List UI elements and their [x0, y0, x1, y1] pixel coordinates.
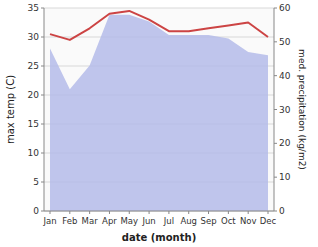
y2-tick-label: 50 [279, 37, 291, 47]
y-tick [41, 37, 44, 38]
x-axis-label: date (month) [122, 232, 196, 243]
y2-tick [274, 109, 277, 110]
x-tick-label: Feb [62, 216, 77, 226]
y2-tick-label: 0 [279, 206, 285, 216]
chart: 0 5 10 15 20 25 30 35 0 10 20 30 40 50 60 Jan Feb MarAprM… [0, 0, 318, 247]
x-tick [188, 211, 189, 214]
x-tick-label: Aug [180, 216, 197, 226]
y2-tick-label: 40 [279, 71, 291, 81]
area [50, 15, 268, 211]
y-tick-label: 5 [33, 177, 39, 187]
y-tick [41, 153, 44, 154]
x-tick [129, 211, 130, 214]
x-tick-label: Sep [201, 216, 217, 226]
y2-tick [274, 143, 277, 144]
x-tick [268, 211, 269, 214]
y2-tick-label: 60 [279, 3, 291, 13]
y-tick [41, 124, 44, 125]
x-tick-label: Nov [240, 216, 257, 226]
y-axis-label: max temp (C) [5, 75, 16, 144]
grid-line [44, 211, 274, 212]
y-tick [41, 211, 44, 212]
y-tick [41, 8, 44, 9]
line [50, 11, 268, 40]
y2-tick [274, 75, 277, 76]
x-tick [228, 211, 229, 214]
x-tick [248, 211, 249, 214]
x-tick [69, 211, 70, 214]
x-tick-label: May [120, 216, 138, 226]
y-tick-label: 20 [28, 90, 40, 100]
grid-line [44, 8, 274, 9]
x-tick-label: Jul [163, 216, 174, 226]
y-tick [41, 182, 44, 183]
x-tick-label: Oct [221, 216, 236, 226]
y-tick-label: 25 [28, 61, 39, 71]
plot-area [44, 8, 274, 211]
y-tick [41, 66, 44, 67]
y2-tick [274, 211, 277, 212]
y2-tick-label: 20 [279, 138, 291, 148]
x-axis-line [44, 211, 274, 212]
y-tick-label: 0 [33, 206, 39, 216]
y-tick [41, 95, 44, 96]
x-tick-label: Mar [82, 216, 99, 226]
y-tick-label: 10 [28, 148, 40, 158]
y2-tick [274, 41, 277, 42]
x-tick [50, 211, 51, 214]
marks [50, 11, 268, 211]
x-tick-label: Jan [42, 216, 56, 226]
x-tick [89, 211, 90, 214]
y2-tick [274, 177, 277, 178]
x-tick [208, 211, 209, 214]
x-tick-label: Apr [102, 216, 117, 226]
x-tick [168, 211, 169, 214]
y-tick-label: 15 [28, 119, 39, 129]
x-tick-label: Jun [141, 216, 155, 226]
y2-tick-label: 30 [279, 105, 291, 115]
y-tick-label: 30 [28, 32, 40, 42]
x-tick [109, 211, 110, 214]
y2-tick-label: 10 [279, 172, 291, 182]
y2-tick [274, 8, 277, 9]
y-tick-label: 35 [28, 3, 39, 13]
y2-axis-label: med. precipitation (kg/m2) [297, 49, 307, 170]
y-axis-line [44, 8, 45, 211]
x-tick [149, 211, 150, 214]
x-tick-label: Dec [260, 216, 277, 226]
